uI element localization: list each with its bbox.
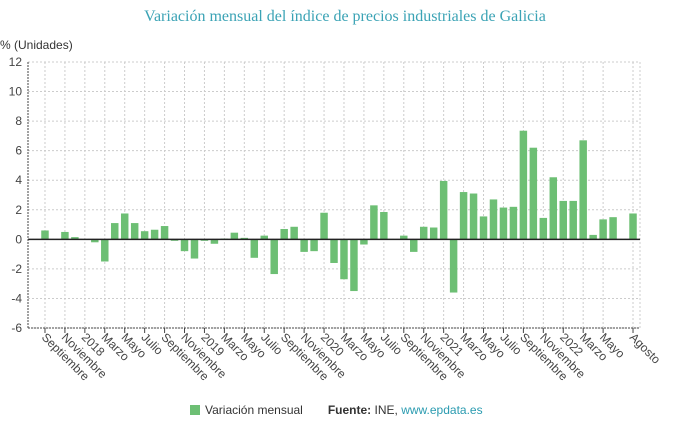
bar	[579, 140, 587, 240]
bar	[370, 205, 378, 240]
bar	[320, 212, 328, 240]
y-tick-label: -2	[11, 262, 22, 276]
bar	[469, 193, 478, 240]
bar	[150, 229, 159, 240]
bar	[250, 239, 259, 258]
bar	[449, 239, 458, 293]
y-axis-label: % (Unidades)	[0, 38, 73, 52]
bar	[130, 223, 139, 240]
y-tick-label: 2	[15, 203, 22, 217]
bar	[230, 232, 239, 240]
bar	[459, 192, 468, 240]
bar-chart: 121086420-2-4-6SeptiembreNoviembre2018Ma…	[9, 55, 664, 384]
bar	[410, 239, 418, 252]
bar	[559, 200, 567, 240]
bar	[429, 227, 438, 240]
bar	[101, 239, 109, 262]
bar	[499, 207, 508, 240]
bar	[350, 239, 358, 292]
x-tick-label: Agosto	[627, 330, 664, 367]
bar	[599, 219, 607, 240]
y-tick-label: 8	[15, 114, 22, 128]
chart-title: Variación mensual del índice de precios …	[144, 8, 546, 25]
bar	[519, 130, 528, 240]
bar	[609, 217, 617, 240]
bar	[629, 213, 637, 240]
bar	[549, 177, 558, 240]
bar	[330, 239, 338, 263]
bar	[260, 235, 268, 240]
source-link[interactable]: www.epdata.es	[401, 403, 483, 417]
y-tick-label: -4	[11, 291, 22, 305]
legend: Variación mensual Fuente: INE, www.epdat…	[190, 403, 483, 417]
y-tick-label: 0	[15, 232, 22, 246]
bar	[91, 239, 99, 243]
bar	[61, 231, 69, 240]
bar	[380, 211, 388, 240]
bar	[589, 234, 597, 240]
bar	[509, 206, 518, 240]
bar	[360, 239, 368, 245]
bar	[270, 239, 278, 275]
y-tick-label: 12	[9, 55, 23, 69]
bar	[569, 200, 577, 240]
bar	[529, 147, 538, 240]
bar	[180, 239, 189, 252]
bar	[300, 239, 308, 252]
bar	[340, 239, 348, 280]
bar	[439, 180, 448, 240]
bar	[160, 226, 169, 240]
bar	[190, 239, 199, 259]
y-tick-label: 4	[15, 173, 22, 187]
bar	[71, 237, 79, 240]
bar	[41, 230, 49, 240]
legend-swatch	[190, 405, 200, 415]
bar	[310, 239, 318, 252]
bar	[280, 228, 288, 240]
source-label: Fuente:	[327, 403, 372, 417]
y-tick-label: -6	[11, 321, 22, 335]
bar	[419, 226, 428, 240]
bar	[400, 235, 408, 240]
bar	[111, 223, 119, 240]
bar	[489, 199, 498, 240]
bar	[120, 213, 129, 240]
source-org: INE,	[374, 403, 398, 417]
bar	[290, 226, 298, 240]
bar	[210, 239, 219, 244]
bar	[539, 217, 548, 240]
legend-label[interactable]: Variación mensual	[205, 403, 303, 417]
y-tick-label: 10	[9, 85, 23, 99]
y-tick-label: 6	[15, 144, 22, 158]
bar	[140, 231, 149, 240]
bar	[479, 216, 488, 240]
source: Fuente: INE, www.epdata.es	[328, 403, 483, 417]
